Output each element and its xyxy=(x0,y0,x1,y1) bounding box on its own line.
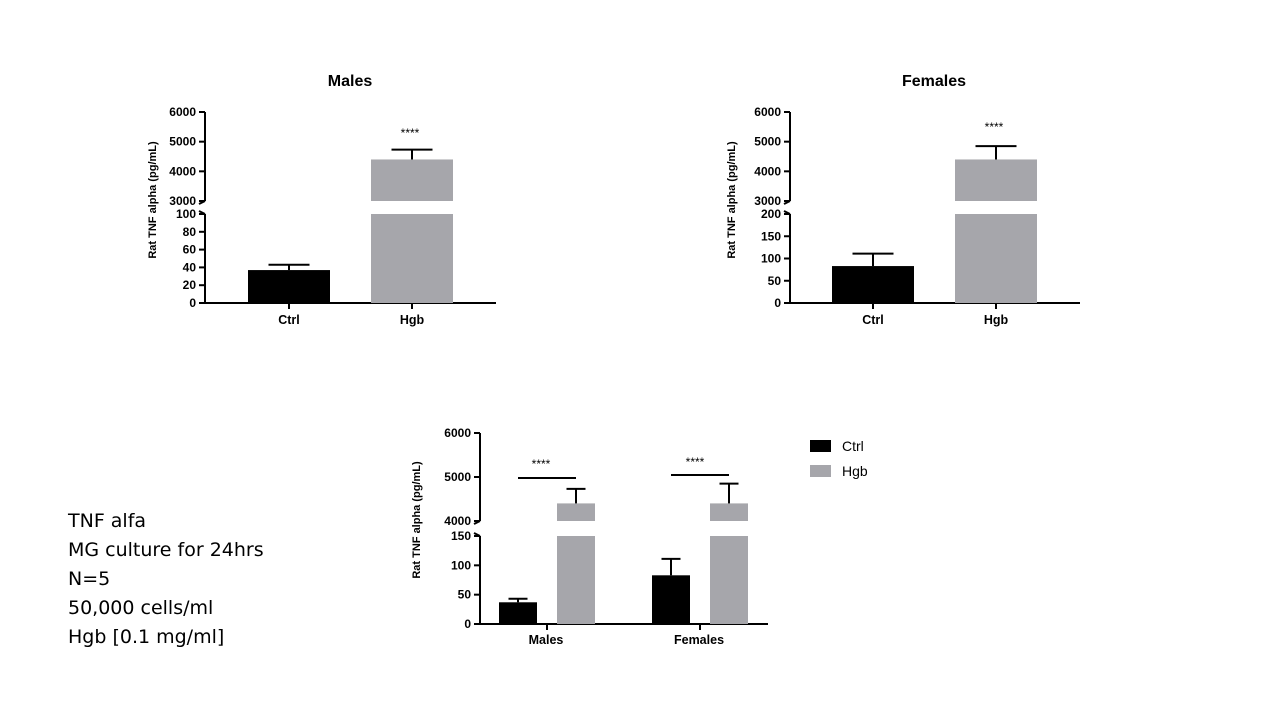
bar xyxy=(248,270,330,303)
y-tick-label: 40 xyxy=(183,260,197,274)
significance-label: **** xyxy=(686,455,705,469)
legend-swatch-hgb xyxy=(810,465,831,477)
y-tick-label: 5000 xyxy=(444,470,471,484)
y-tick-label: 4000 xyxy=(754,164,781,178)
bar-upper-segment xyxy=(710,503,748,521)
legend: Ctrl Hgb xyxy=(810,438,868,479)
bar xyxy=(499,602,537,624)
y-tick-label: 100 xyxy=(176,207,196,221)
significance-label: **** xyxy=(532,457,551,471)
y-tick-label: 50 xyxy=(458,588,472,602)
legend-swatch-ctrl xyxy=(810,440,831,452)
significance-label: **** xyxy=(985,120,1004,134)
chart-title: Females xyxy=(902,73,966,90)
chart-females: Females Rat TNF alpha (pg/mL) 0 50 100 150 2… xyxy=(726,73,1080,327)
y-tick-label: 100 xyxy=(761,252,781,266)
x-tick-label: Hgb xyxy=(400,313,425,327)
y-tick-label: 6000 xyxy=(169,105,196,119)
bar-upper-segment xyxy=(955,159,1037,201)
bar xyxy=(832,266,914,303)
bar-upper-segment xyxy=(557,503,595,521)
y-tick-label: 150 xyxy=(451,529,471,543)
y-tick-label: 5000 xyxy=(169,135,196,149)
bar-lower-segment xyxy=(955,214,1037,303)
note-line: N=5 xyxy=(68,568,111,590)
y-tick-label: 0 xyxy=(774,296,781,310)
x-tick-label: Hgb xyxy=(984,313,1009,327)
y-tick-label: 80 xyxy=(183,225,197,239)
y-axis-label: Rat TNF alpha (pg/mL) xyxy=(726,141,738,259)
y-tick-label: 20 xyxy=(183,278,197,292)
x-tick-label: Ctrl xyxy=(278,313,300,327)
y-tick-label: 100 xyxy=(451,558,471,572)
y-tick-label: 0 xyxy=(189,296,196,310)
bar-lower-segment xyxy=(710,536,748,624)
y-axis-label: Rat TNF alpha (pg/mL) xyxy=(147,141,159,259)
y-tick-label: 5000 xyxy=(754,135,781,149)
bars xyxy=(499,482,748,624)
note-line: 50,000 cells/ml xyxy=(68,597,214,619)
x-tick-label: Females xyxy=(674,633,724,647)
y-tick-label: 0 xyxy=(464,617,471,631)
bar-lower-segment xyxy=(371,214,453,303)
note-line: Hgb [0.1 mg/ml] xyxy=(68,626,225,648)
significance-label: **** xyxy=(401,126,420,140)
note-line: MG culture for 24hrs xyxy=(68,539,264,561)
experiment-notes: TNF alfa MG culture for 24hrs N=5 50,000… xyxy=(68,507,264,652)
y-tick-label: 6000 xyxy=(444,426,471,440)
y-tick-label: 3000 xyxy=(169,194,196,208)
bars xyxy=(248,148,453,303)
y-tick-label: 150 xyxy=(761,229,781,243)
x-tick-label: Males xyxy=(529,633,564,647)
bars xyxy=(832,145,1037,303)
x-tick-label: Ctrl xyxy=(862,313,884,327)
y-tick-label: 60 xyxy=(183,243,197,257)
chart-males: Males Rat TNF alpha (pg/mL) 0 20 40 60 80 100… xyxy=(147,73,496,327)
note-line: TNF alfa xyxy=(68,510,147,532)
y-tick-label: 4000 xyxy=(169,164,196,178)
y-tick-label: 50 xyxy=(768,274,782,288)
y-axis-label: Rat TNF alpha (pg/mL) xyxy=(411,461,423,579)
bar-upper-segment xyxy=(371,159,453,201)
y-tick-label: 3000 xyxy=(754,194,781,208)
y-tick-label: 200 xyxy=(761,207,781,221)
legend-label-hgb: Hgb xyxy=(842,463,868,479)
bar xyxy=(652,575,690,624)
chart-title: Males xyxy=(328,73,373,90)
legend-label-ctrl: Ctrl xyxy=(842,438,864,454)
y-tick-label: 4000 xyxy=(444,514,471,528)
y-tick-label: 6000 xyxy=(754,105,781,119)
bar-lower-segment xyxy=(557,536,595,624)
